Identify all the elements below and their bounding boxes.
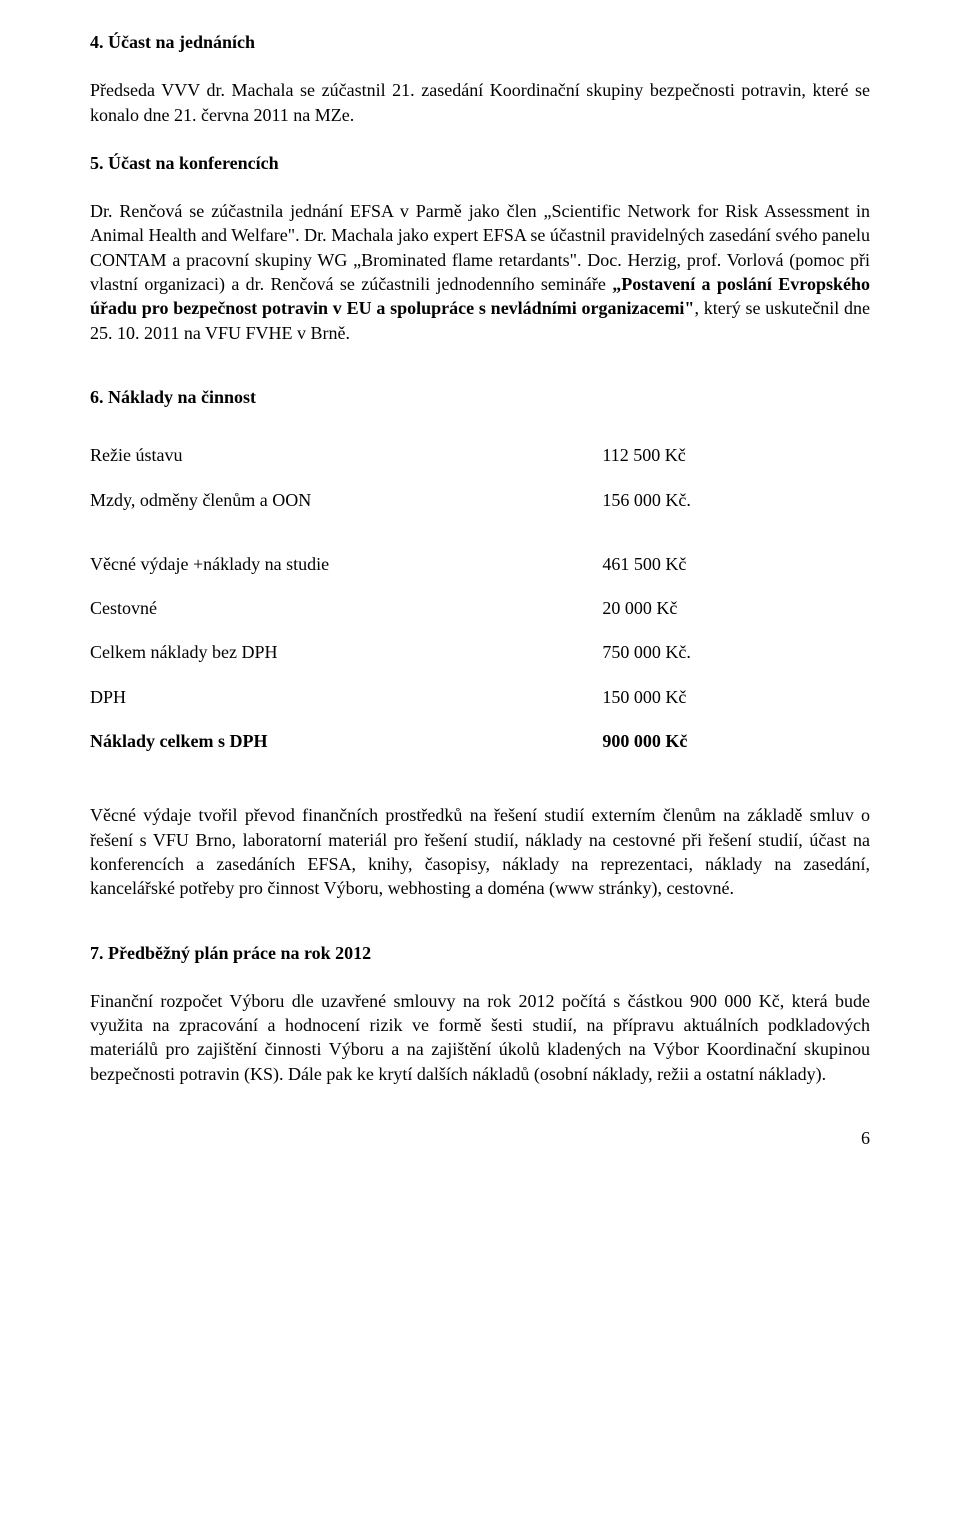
section-4-heading: 4. Účast na jednáních (90, 30, 870, 54)
cost-row: DPH 150 000 Kč (90, 675, 870, 719)
cost-label: Cestovné (90, 586, 542, 630)
cost-label: Režie ústavu (90, 433, 542, 477)
section-5-heading: 5. Účast na konferencích (90, 151, 870, 175)
cost-table: Režie ústavu 112 500 Kč Mzdy, odměny čle… (90, 433, 870, 763)
cost-value: 112 500 Kč (542, 433, 870, 477)
cost-row: Cestovné 20 000 Kč (90, 586, 870, 630)
cost-label-total: Náklady celkem s DPH (90, 719, 542, 763)
section-6-heading: 6. Náklady na činnost (90, 385, 870, 409)
section-4-paragraph: Předseda VVV dr. Machala se zúčastnil 21… (90, 78, 870, 127)
cost-value: 150 000 Kč (542, 675, 870, 719)
cost-value: 750 000 Kč. (542, 630, 870, 674)
cost-value: 461 500 Kč (542, 542, 870, 586)
cost-value-total: 900 000 Kč (542, 719, 870, 763)
cost-value: 20 000 Kč (542, 586, 870, 630)
section-7-heading: 7. Předběžný plán práce na rok 2012 (90, 941, 870, 965)
cost-row: Celkem náklady bez DPH 750 000 Kč. (90, 630, 870, 674)
cost-label: Celkem náklady bez DPH (90, 630, 542, 674)
cost-row: Věcné výdaje +náklady na studie 461 500 … (90, 542, 870, 586)
section-5-paragraph: Dr. Renčová se zúčastnila jednání EFSA v… (90, 199, 870, 345)
cost-label: Věcné výdaje +náklady na studie (90, 542, 542, 586)
cost-row: Režie ústavu 112 500 Kč (90, 433, 870, 477)
cost-row-total: Náklady celkem s DPH 900 000 Kč (90, 719, 870, 763)
cost-row: Mzdy, odměny členům a OON 156 000 Kč. (90, 478, 870, 522)
page-number: 6 (90, 1126, 870, 1150)
cost-label: Mzdy, odměny členům a OON (90, 478, 542, 522)
cost-label: DPH (90, 675, 542, 719)
section-6-paragraph: Věcné výdaje tvořil převod finančních pr… (90, 803, 870, 900)
section-7-paragraph: Finanční rozpočet Výboru dle uzavřené sm… (90, 989, 870, 1086)
cost-value: 156 000 Kč. (542, 478, 870, 522)
